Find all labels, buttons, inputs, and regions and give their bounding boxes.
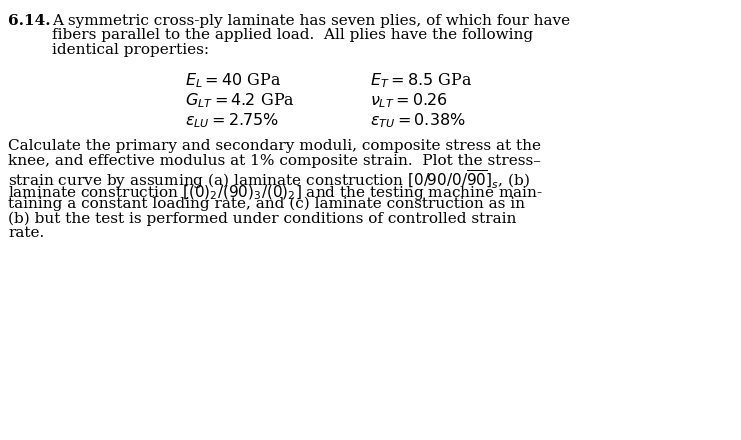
Text: $E_L = 40$ GPa: $E_L = 40$ GPa [185,71,282,90]
Text: identical properties:: identical properties: [52,43,209,57]
Text: $E_T = 8.5$ GPa: $E_T = 8.5$ GPa [370,71,472,90]
Text: fibers parallel to the applied load.  All plies have the following: fibers parallel to the applied load. All… [52,29,533,43]
Text: laminate construction $[(0)_2/(90)_3/(0)_2]$ and the testing machine main-: laminate construction $[(0)_2/(90)_3/(0)… [8,183,543,202]
Text: $\epsilon_{LU} = 2.75\%$: $\epsilon_{LU} = 2.75\%$ [185,111,279,130]
Text: $G_{LT} = 4.2$ GPa: $G_{LT} = 4.2$ GPa [185,91,295,110]
Text: rate.: rate. [8,226,44,240]
Text: knee, and effective modulus at 1% composite strain.  Plot the stress–: knee, and effective modulus at 1% compos… [8,154,541,168]
Text: (b) but the test is performed under conditions of controlled strain: (b) but the test is performed under cond… [8,212,516,226]
Text: Calculate the primary and secondary moduli, composite stress at the: Calculate the primary and secondary modu… [8,139,541,153]
Text: 6.14.: 6.14. [8,14,50,28]
Text: taining a constant loading rate, and (c) laminate construction as in: taining a constant loading rate, and (c)… [8,197,525,211]
Text: $\nu_{LT} = 0.26$: $\nu_{LT} = 0.26$ [370,91,448,110]
Text: $\epsilon_{TU} = 0.38\%$: $\epsilon_{TU} = 0.38\%$ [370,111,466,130]
Text: strain curve by assuming (a) laminate construction $[0/90/0/\overline{90}]_s$, (: strain curve by assuming (a) laminate co… [8,168,530,191]
Text: A symmetric cross-ply laminate has seven plies, of which four have: A symmetric cross-ply laminate has seven… [52,14,570,28]
